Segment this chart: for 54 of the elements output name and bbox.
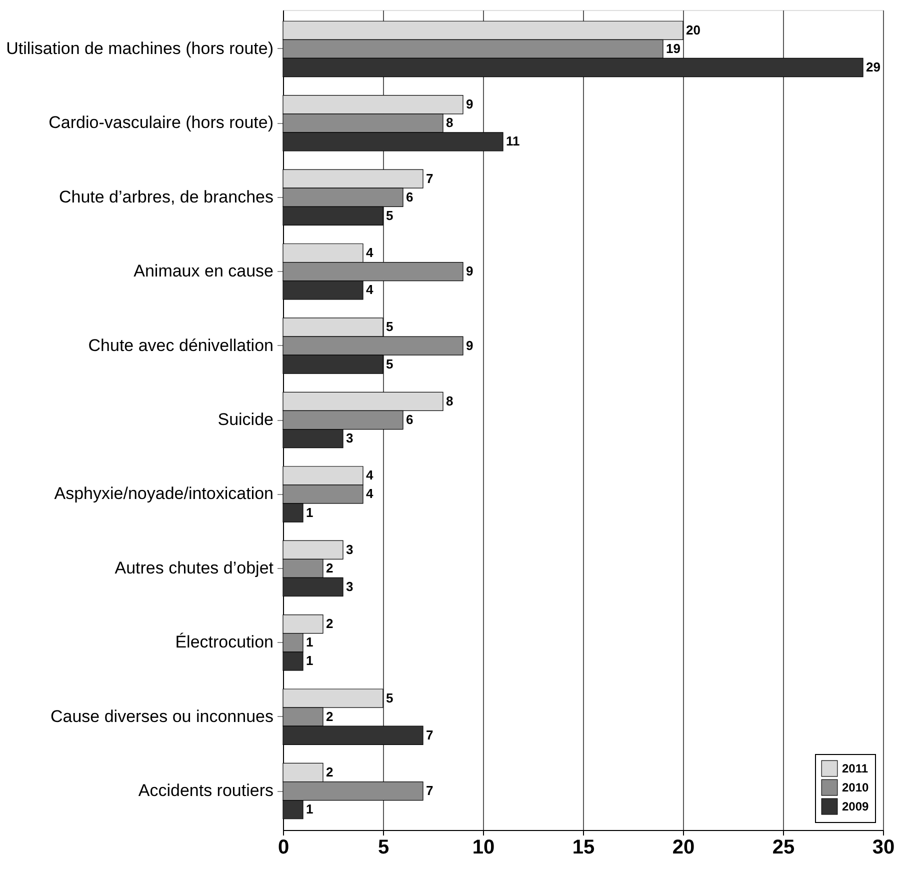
y-tick-label: Électrocution — [175, 632, 274, 652]
x-tick-label: 15 — [572, 836, 595, 858]
x-tick-label: 5 — [378, 836, 390, 858]
data-label: 7 — [426, 783, 434, 798]
data-label: 3 — [346, 578, 354, 594]
data-label: 5 — [386, 208, 394, 223]
x-tick-label: 30 — [872, 836, 895, 858]
data-label: 1 — [306, 653, 314, 668]
data-label: 6 — [406, 189, 414, 204]
data-label: 2 — [326, 616, 334, 632]
x-tick-label: 25 — [772, 836, 795, 858]
y-tick-label: Cause diverses ou inconnues — [50, 706, 274, 726]
y-tick-label: Animaux en cause — [134, 262, 274, 281]
x-tick-label: 10 — [472, 836, 495, 858]
y-tick-label: Suicide — [218, 410, 274, 429]
data-label: 1 — [306, 802, 314, 817]
data-label: 29 — [866, 60, 880, 75]
data-label: 2 — [326, 560, 334, 576]
y-tick-label: Cardio-vasculaire (hors route) — [48, 113, 274, 132]
y-tick-label: Asphyxie/noyade/intoxication — [54, 484, 274, 504]
data-label: 1 — [306, 634, 314, 650]
data-label: 8 — [446, 393, 454, 408]
data-label: 11 — [506, 134, 520, 149]
y-tick-label: Utilisation de machines (hors route) — [6, 38, 274, 58]
data-label: 4 — [366, 468, 374, 483]
y-tick-label: Chute d’arbres, de branches — [58, 187, 274, 206]
data-label: 7 — [426, 170, 434, 186]
data-label: 4 — [366, 282, 374, 298]
data-label: 2 — [326, 764, 334, 780]
data-label: 3 — [346, 542, 354, 557]
data-label: 19 — [666, 40, 680, 56]
y-tick-label: Accidents routiers — [138, 781, 274, 800]
data-label: 20 — [686, 22, 700, 38]
legend-label: 2010 — [842, 780, 870, 794]
data-label: 9 — [466, 96, 474, 112]
x-tick-label: 20 — [672, 836, 695, 858]
data-label: 4 — [366, 245, 374, 260]
data-label: 6 — [406, 412, 414, 427]
x-tick-label: 0 — [278, 836, 290, 858]
data-label: 5 — [386, 690, 394, 706]
data-label: 5 — [386, 356, 394, 372]
data-label: 8 — [446, 115, 454, 130]
y-tick-label: Chute avec dénivellation — [88, 336, 274, 355]
data-label: 1 — [306, 504, 314, 520]
legend-label: 2009 — [842, 800, 870, 814]
data-label: 9 — [466, 264, 474, 279]
data-label: 9 — [466, 338, 474, 353]
data-label: 2 — [326, 708, 334, 724]
data-label: 4 — [366, 486, 374, 502]
data-label: 7 — [426, 727, 434, 742]
data-label: 3 — [346, 430, 354, 446]
data-label: 5 — [386, 319, 394, 334]
y-tick-label: Autres chutes d’objet — [114, 558, 274, 578]
legend-label: 2011 — [842, 762, 868, 776]
